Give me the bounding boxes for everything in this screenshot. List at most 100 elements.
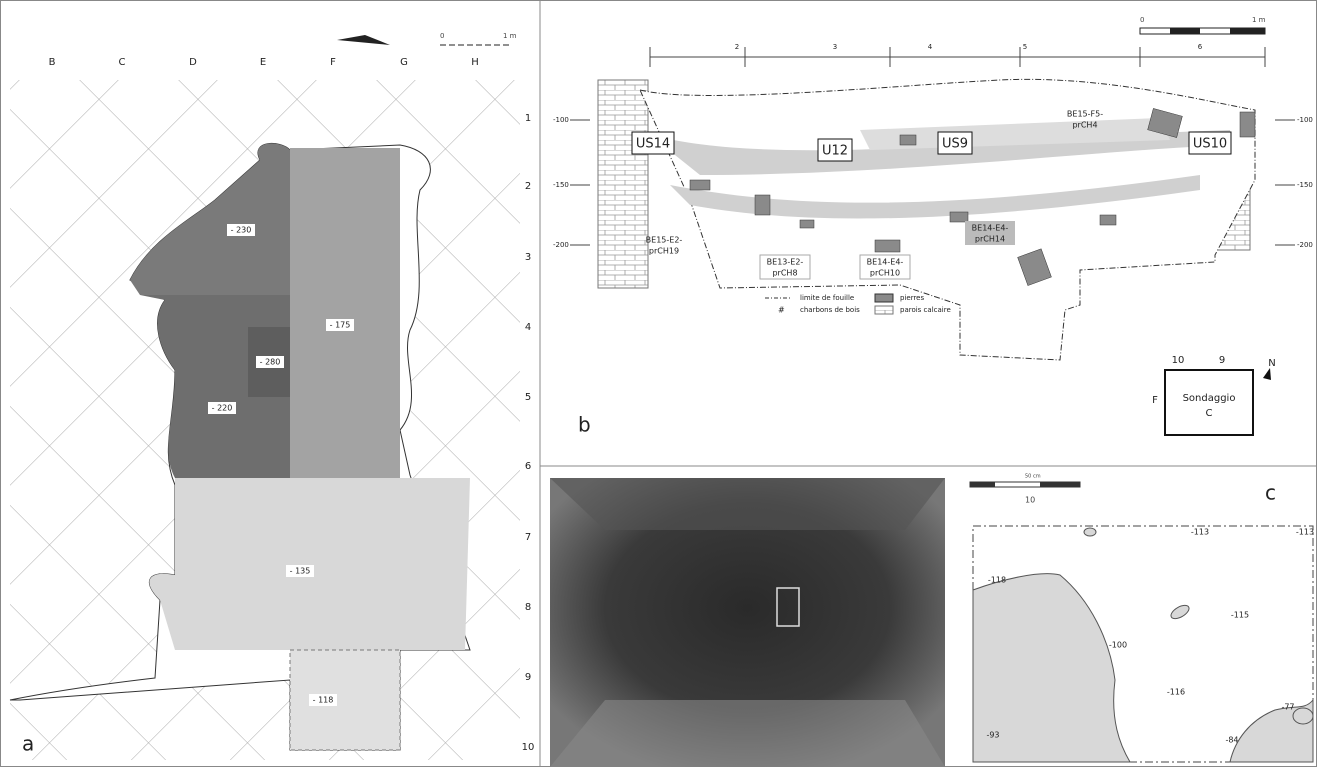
stones (689, 108, 1256, 286)
stone-area (1229, 698, 1314, 763)
column-label: G (400, 57, 408, 68)
area-230 (130, 143, 290, 295)
scale-bar (1230, 28, 1265, 34)
depth-scale: -100 -150 -200 -100 -150 -200 (553, 116, 1313, 249)
unit-label: U12 (822, 144, 848, 159)
row-label: 7 (525, 532, 531, 543)
unit-label: US14 (636, 137, 670, 152)
inset-label: Sondaggio (1183, 393, 1236, 404)
scale-label: 1 m (503, 32, 517, 40)
layer (670, 175, 1200, 219)
label-box (759, 254, 811, 280)
section-label: 3 (833, 43, 837, 51)
stone-area (972, 573, 1131, 763)
sample-label: BE15-F5- (1067, 110, 1103, 119)
sample-label: BE14-E4- (972, 224, 1009, 233)
elevation-label: -113 (1191, 528, 1209, 537)
scale-bar (970, 482, 995, 487)
scale-label: 0 (1140, 16, 1144, 24)
legend-label: charbons de bois (800, 306, 860, 314)
row-label: 2 (525, 181, 531, 192)
elevation-label: -118 (988, 576, 1006, 585)
section-label: 4 (928, 43, 933, 51)
legend-label: parois calcaire (900, 306, 951, 314)
elevation-label: -84 (1225, 736, 1238, 745)
inset-label: 10 (1172, 355, 1185, 366)
label-box (208, 402, 236, 414)
column-label: C (119, 57, 126, 68)
depth-label: - 220 (212, 404, 233, 413)
row-label: 6 (525, 461, 531, 472)
unit-label: US10 (1193, 137, 1227, 152)
depth-label: -150 (1297, 181, 1313, 189)
scale-label: 50 cm (1025, 474, 1041, 480)
elevation-label: -116 (1167, 688, 1185, 697)
row-label: 5 (525, 392, 531, 403)
sample-label: BE15-E2- (646, 236, 683, 245)
elevation-label: -100 (1109, 641, 1127, 650)
row-label: 9 (525, 672, 531, 683)
panel-label: c (1265, 481, 1276, 505)
scale-bar (1170, 28, 1200, 34)
label-box (326, 319, 354, 331)
panel-a: 0 1 m B C D E F G H - 230 - 280 - 220 - … (9, 32, 520, 760)
column-label: H (471, 57, 479, 68)
inset-label: F (1152, 395, 1158, 406)
stone (1292, 707, 1314, 725)
elevation-label: -113 (1296, 528, 1314, 537)
inset-label: 9 (1219, 355, 1225, 366)
panel-c: 50 cm 10 -113 -113 -118 -115 -100 -116 -… (550, 474, 1314, 767)
section-label: 6 (1198, 43, 1203, 51)
sample-label: prCH14 (975, 235, 1005, 244)
column-label: E (260, 57, 266, 68)
depth-label: -100 (1297, 116, 1313, 124)
depth-label: -200 (553, 241, 569, 249)
column-label: B (49, 57, 56, 68)
photo-wall (550, 478, 945, 530)
section-ticks (649, 47, 1266, 67)
sample-label: prCH19 (649, 247, 679, 256)
depth-label: -100 (553, 116, 569, 124)
depth-label: - 118 (313, 696, 334, 705)
unit-box (817, 138, 853, 162)
column-label: F (330, 57, 336, 68)
sample-label: prCH8 (772, 269, 797, 278)
area-118 (289, 649, 401, 751)
label-box (256, 356, 284, 368)
elevation-label: -115 (1231, 611, 1249, 620)
column-label: D (189, 57, 197, 68)
sample-label: prCH4 (1072, 121, 1097, 130)
north-arrow (1263, 368, 1271, 380)
unit-box (631, 131, 675, 155)
label-box (965, 221, 1015, 245)
label-box (227, 224, 255, 236)
column-label: 10 (1025, 496, 1035, 505)
sample-label: prCH10 (870, 269, 900, 278)
legend-swatch: # (778, 306, 785, 315)
scale-label: 0 (440, 32, 444, 40)
elevation-label: -93 (986, 731, 999, 740)
inset-label: N (1268, 358, 1275, 369)
depth-label: -200 (1297, 241, 1313, 249)
depth-label: - 135 (290, 567, 311, 576)
depth-label: - 230 (231, 226, 252, 235)
area-135 (149, 478, 471, 650)
area-175 (290, 148, 400, 478)
legend-swatch (874, 305, 894, 315)
photo-floor (550, 700, 945, 767)
label-box (859, 254, 911, 280)
elevation-label: -77 (1281, 703, 1294, 712)
depth-label: - 175 (330, 321, 351, 330)
inset-label: C (1206, 408, 1213, 419)
depth-label: - 280 (260, 358, 281, 367)
unit-box (1188, 131, 1232, 155)
label-box (309, 694, 337, 706)
row-label: 10 (522, 742, 535, 753)
depth-ticks (570, 119, 1295, 246)
row-label: 4 (525, 322, 531, 333)
depth-label: -150 (553, 181, 569, 189)
row-label: 3 (525, 252, 531, 263)
label-box (286, 565, 314, 577)
unit-box (937, 131, 973, 155)
